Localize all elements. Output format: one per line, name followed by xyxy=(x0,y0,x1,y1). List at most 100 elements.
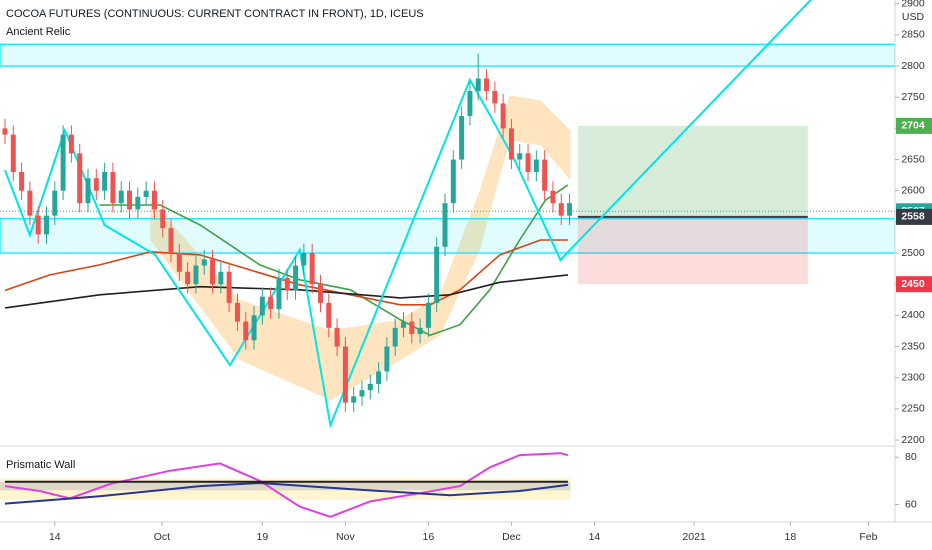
candle-body xyxy=(417,327,423,335)
candle-body xyxy=(567,203,573,216)
candle-body xyxy=(251,315,257,341)
candle-body xyxy=(93,178,99,191)
y-tick-label: 2250 xyxy=(901,403,925,415)
x-tick-label: 14 xyxy=(589,531,601,543)
x-tick-label: 14 xyxy=(49,531,61,543)
x-tick-label: Nov xyxy=(336,531,355,543)
candle-body xyxy=(234,302,240,322)
support-zone xyxy=(0,43,895,67)
candle-body xyxy=(359,390,365,397)
candle-body xyxy=(550,190,556,204)
candle-body xyxy=(268,296,274,310)
chart-title: COCOA FUTURES (CONTINUOUS: CURRENT CONTR… xyxy=(6,8,424,20)
candle-body xyxy=(276,277,282,310)
candle-body xyxy=(201,259,207,266)
x-tick-label: 19 xyxy=(257,531,269,543)
candle-body xyxy=(27,190,33,216)
candle-body xyxy=(508,128,514,160)
candle-body xyxy=(517,153,523,160)
candle-body xyxy=(102,172,108,191)
candle-body xyxy=(118,190,124,204)
price-tag-label: 2704 xyxy=(901,120,925,132)
candle-body xyxy=(10,134,16,173)
candle-body xyxy=(459,115,465,160)
candle-body xyxy=(210,259,216,285)
price-tag-label: 2558 xyxy=(901,211,925,223)
candle-body xyxy=(160,209,166,229)
candle-body xyxy=(218,271,224,285)
candle-body xyxy=(143,190,149,197)
candle-body xyxy=(301,253,307,266)
y-tick-label: 2800 xyxy=(901,60,925,72)
profit-zone xyxy=(577,125,808,217)
candle-body xyxy=(326,302,332,328)
candle-body xyxy=(176,253,182,272)
candle-body xyxy=(85,178,91,204)
oscillator-band xyxy=(0,481,571,491)
candle-body xyxy=(127,190,133,210)
candle-body xyxy=(450,159,456,204)
candle-body xyxy=(525,153,531,173)
x-tick-label: 16 xyxy=(423,531,435,543)
y-tick-label: 60 xyxy=(905,498,917,510)
candle-body xyxy=(558,203,564,216)
x-tick-label: Oct xyxy=(154,531,170,543)
y-tick-label: 2650 xyxy=(901,153,925,165)
x-tick-label: Feb xyxy=(859,531,877,543)
indicator-line xyxy=(99,184,569,337)
candle-body xyxy=(110,172,116,204)
price-pane xyxy=(0,0,895,429)
candle-body xyxy=(2,128,8,135)
indicator-line xyxy=(4,239,568,306)
axes: 2200225023002350240024502500255026002650… xyxy=(49,0,932,543)
candle-body xyxy=(384,346,390,372)
candle-body xyxy=(434,246,440,303)
indicator-pane xyxy=(0,452,571,518)
y-tick-label: 2750 xyxy=(901,91,925,103)
price-tag-label: 2450 xyxy=(901,278,925,290)
candle-body xyxy=(475,78,481,91)
candle-body xyxy=(467,90,473,116)
candle-body xyxy=(259,296,265,316)
candle-body xyxy=(542,159,548,191)
x-tick-label: Dec xyxy=(502,531,521,543)
y-tick-label: 2900 xyxy=(901,0,925,10)
indicator-title: Prismatic Wall xyxy=(6,459,75,471)
candle-body xyxy=(400,321,406,328)
candle-body xyxy=(533,159,539,173)
x-tick-label: 18 xyxy=(785,531,797,543)
indicator-line xyxy=(4,274,568,309)
y-tick-label: 2350 xyxy=(901,340,925,352)
candle-body xyxy=(309,253,315,285)
indicator-name: Ancient Relic xyxy=(6,26,71,38)
candle-body xyxy=(334,327,340,347)
candle-body xyxy=(442,203,448,247)
y-tick-label: 2850 xyxy=(901,29,925,41)
y-tick-label: 2400 xyxy=(901,309,925,321)
candle-body xyxy=(193,265,199,285)
candle-body xyxy=(317,284,323,303)
price-tag xyxy=(896,276,932,293)
candle-body xyxy=(19,172,25,191)
candle-body xyxy=(151,190,157,210)
candle-body xyxy=(342,346,348,403)
candle-body xyxy=(68,134,74,154)
candle-body xyxy=(367,383,373,391)
candle-body xyxy=(284,277,290,291)
candle-body xyxy=(43,215,49,235)
candle-body xyxy=(226,271,232,303)
candle-body xyxy=(484,78,490,91)
candle-body xyxy=(425,302,431,328)
candle-body xyxy=(376,371,382,384)
x-tick-label: 2021 xyxy=(682,531,706,543)
loss-zone xyxy=(577,216,808,285)
y-tick-label: 2600 xyxy=(901,184,925,196)
candle-body xyxy=(392,327,398,347)
price-tag xyxy=(896,117,932,134)
y-tick-label: 80 xyxy=(905,451,917,463)
candle-body xyxy=(77,153,83,204)
y-tick-label: 2500 xyxy=(901,247,925,259)
candle-body xyxy=(351,396,357,403)
candle-body xyxy=(135,196,141,210)
oscillator-line xyxy=(4,481,569,505)
